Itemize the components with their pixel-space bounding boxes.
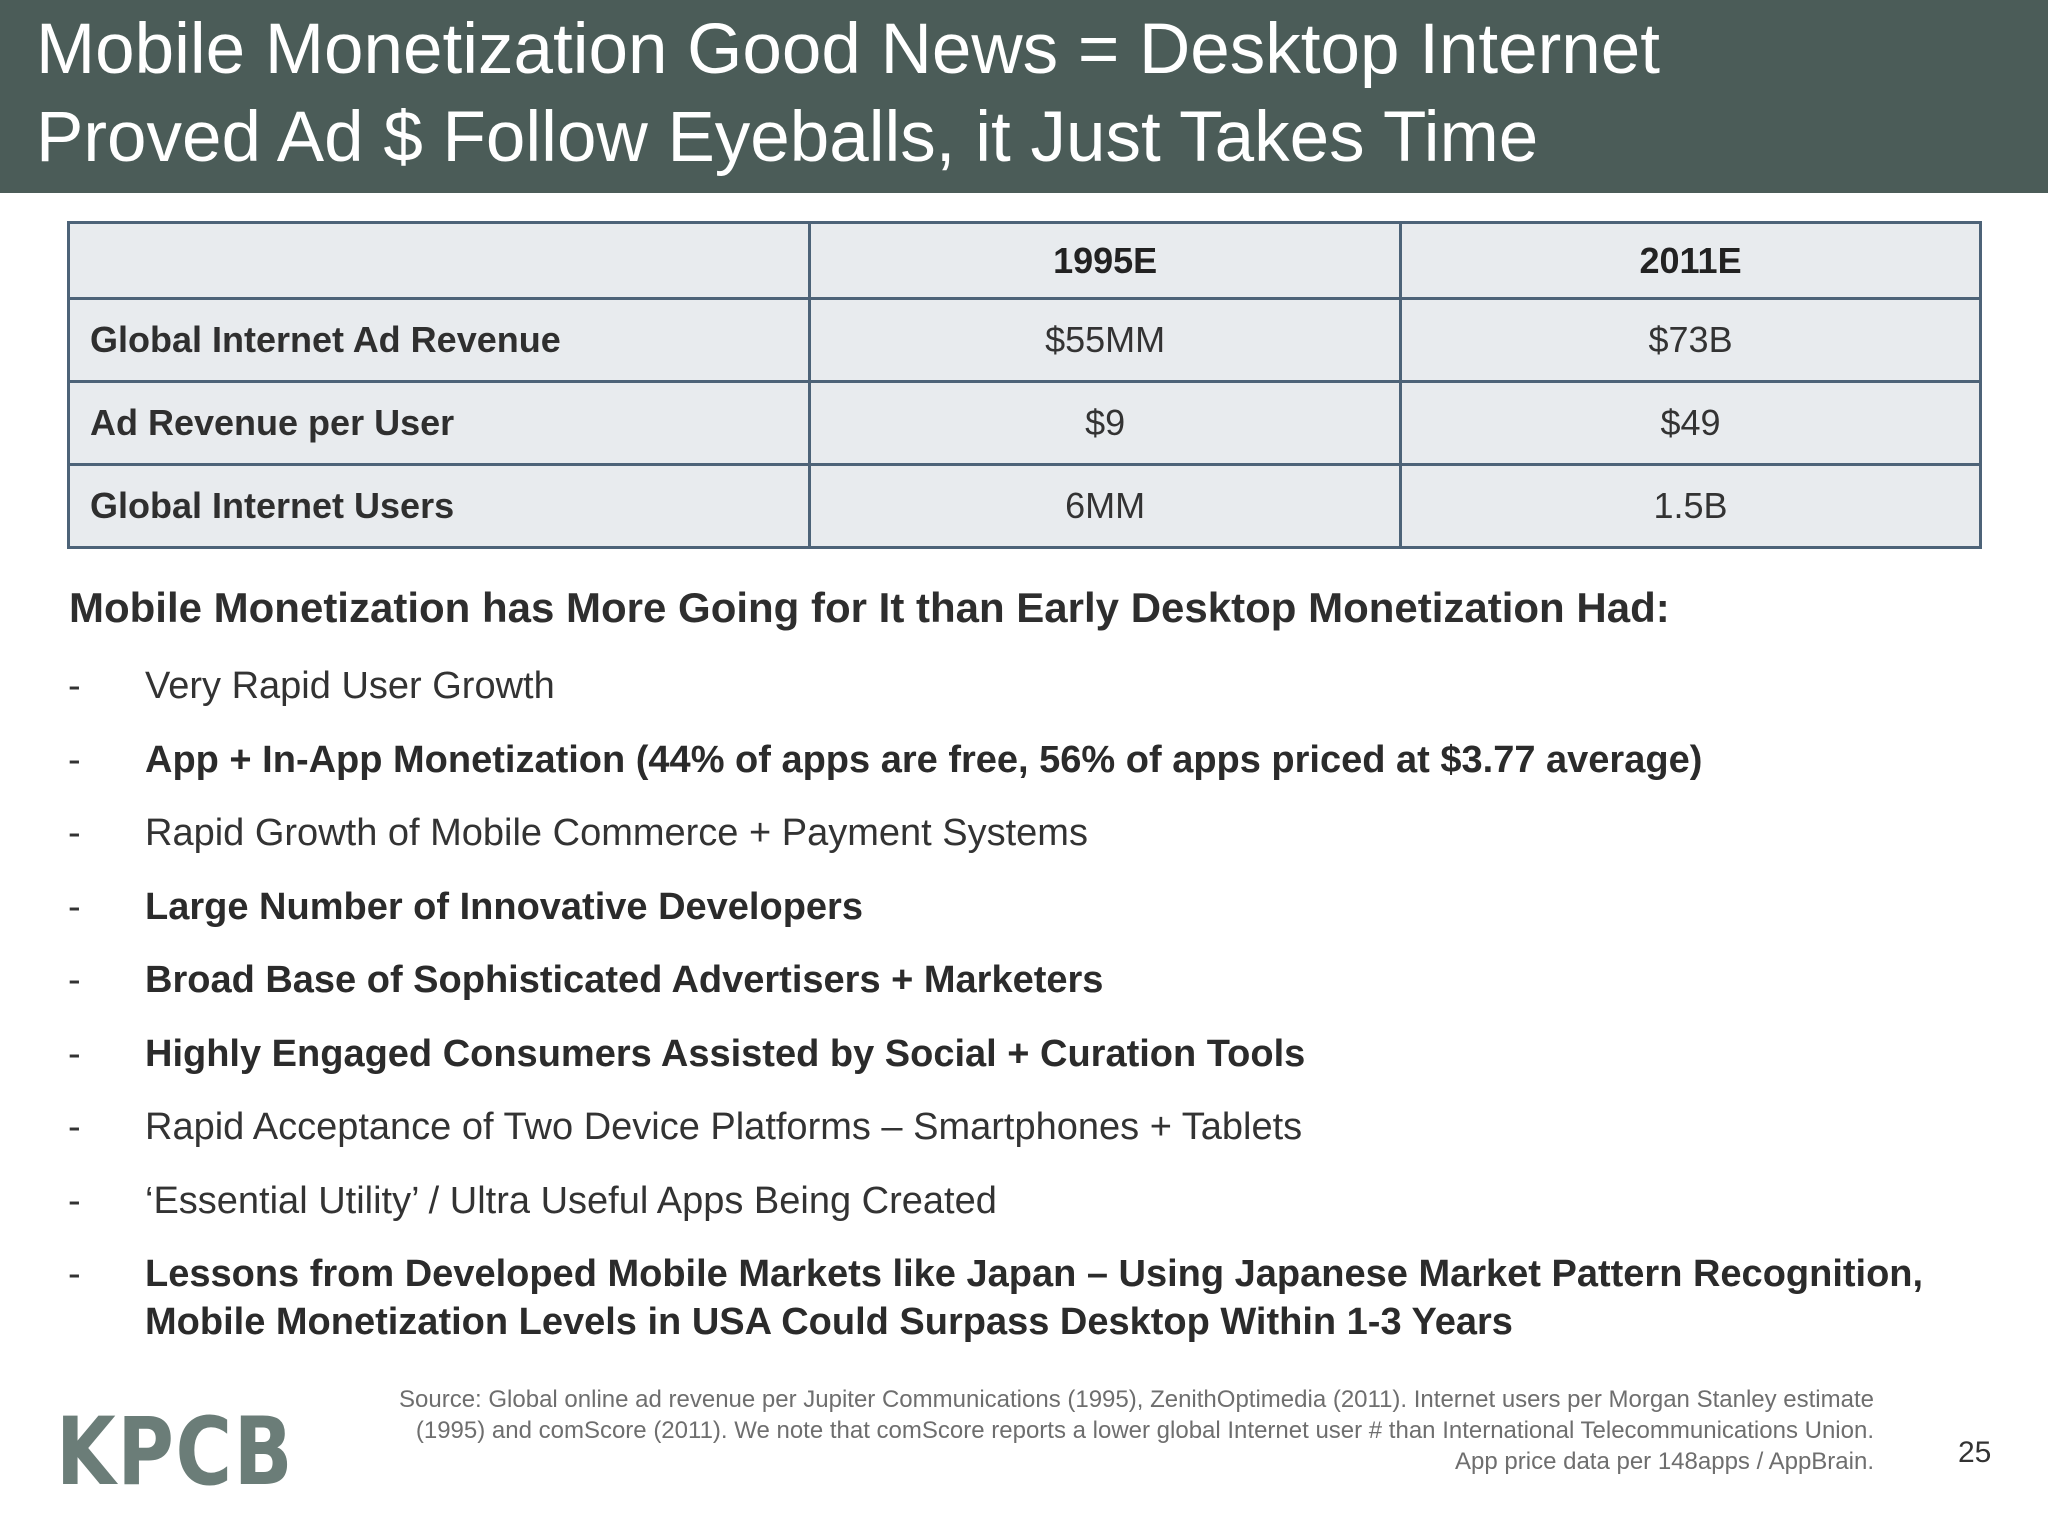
bullet-text: Lessons from Developed Mobile Markets li… (145, 1253, 1924, 1295)
table-row: Global Internet Users 6MM 1.5B (66, 463, 1982, 549)
section-subheading: Mobile Monetization has More Going for I… (69, 584, 1670, 631)
source-note: Source: Global online ad revenue per Jup… (399, 1384, 1874, 1477)
table-header-2011: 2011E (1399, 221, 1982, 300)
bullet-dash: - (68, 739, 81, 781)
bullet-dash: - (68, 959, 81, 1001)
table-row: Ad Revenue per User $9 $49 (66, 380, 1982, 466)
bullet-text: ‘Essential Utility’ / Ultra Useful Apps … (145, 1180, 997, 1222)
comparison-table: 1995E 2011E Global Internet Ad Revenue $… (66, 221, 1982, 549)
bullet-item: - App + In-App Monetization (44% of apps… (0, 736, 2048, 796)
bullet-dash: - (68, 1180, 81, 1222)
row-label: Global Internet Ad Revenue (66, 297, 812, 383)
bullet-dash: - (68, 812, 81, 854)
title-bar: Mobile Monetization Good News = Desktop … (0, 0, 2048, 193)
bullet-text: Rapid Acceptance of Two Device Platforms… (145, 1106, 1303, 1148)
table-header-row: 1995E 2011E (66, 221, 1982, 300)
bullet-text: Broad Base of Sophisticated Advertisers … (145, 959, 1104, 1001)
table-cell: 1.5B (1399, 463, 1982, 549)
row-label: Global Internet Users (66, 463, 812, 549)
bullet-dash: - (68, 1033, 81, 1075)
table-header-blank (66, 221, 812, 300)
bullet-text: Large Number of Innovative Developers (145, 886, 863, 928)
kpcb-logo: KPCB (56, 1398, 295, 1507)
bullet-dash: - (68, 886, 81, 928)
bullet-item: - Very Rapid User Growth (0, 662, 2048, 722)
page-number: 25 (1958, 1436, 1992, 1469)
source-line-1: Source: Global online ad revenue per Jup… (399, 1386, 1874, 1413)
bullet-item: - Rapid Growth of Mobile Commerce + Paym… (0, 809, 2048, 869)
table-cell: $55MM (808, 297, 1403, 383)
bullet-text: Very Rapid User Growth (145, 665, 555, 707)
bullet-dash: - (68, 665, 81, 707)
bullet-text: App + In-App Monetization (44% of apps a… (145, 739, 1703, 781)
bullet-dash: - (68, 1106, 81, 1148)
table-cell: $9 (808, 380, 1403, 466)
table-header-1995: 1995E (808, 221, 1403, 300)
table-cell: $73B (1399, 297, 1982, 383)
bullet-item: - Highly Engaged Consumers Assisted by S… (0, 1030, 2048, 1090)
slide-title-line-2: Proved Ad $ Follow Eyeballs, it Just Tak… (36, 98, 1539, 177)
bullet-dash: - (68, 1253, 81, 1295)
bullet-item: - Large Number of Innovative Developers (0, 883, 2048, 943)
bullet-text: Highly Engaged Consumers Assisted by Soc… (145, 1033, 1306, 1075)
bullet-item: - Broad Base of Sophisticated Advertiser… (0, 956, 2048, 1016)
bullet-text-continued: Mobile Monetization Levels in USA Could … (145, 1301, 1513, 1343)
bullet-item: - ‘Essential Utility’ / Ultra Useful App… (0, 1177, 2048, 1237)
bullet-item: - Lessons from Developed Mobile Markets … (0, 1250, 2048, 1360)
table-cell: $49 (1399, 380, 1982, 466)
source-line-3: App price data per 148apps / AppBrain. (1455, 1448, 1874, 1475)
slide-title-line-1: Mobile Monetization Good News = Desktop … (36, 10, 1660, 89)
table-cell: 6MM (808, 463, 1403, 549)
bullet-item: - Rapid Acceptance of Two Device Platfor… (0, 1103, 2048, 1163)
source-line-2: (1995) and comScore (2011). We note that… (415, 1417, 1874, 1444)
table-row: Global Internet Ad Revenue $55MM $73B (66, 297, 1982, 383)
bullet-text: Rapid Growth of Mobile Commerce + Paymen… (145, 812, 1088, 854)
row-label: Ad Revenue per User (66, 380, 812, 466)
